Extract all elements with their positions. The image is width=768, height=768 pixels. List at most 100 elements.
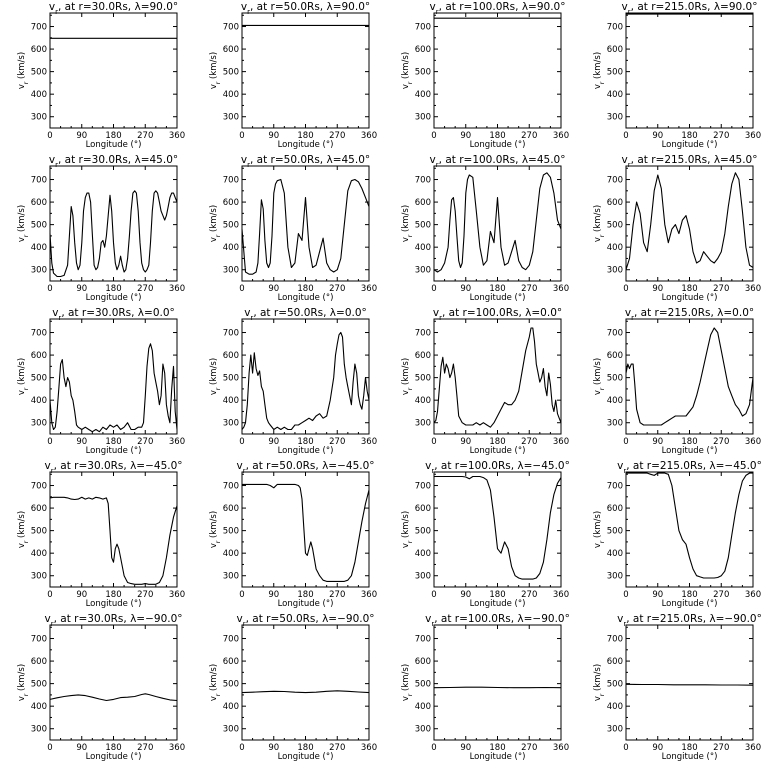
y-tick-label: 500 — [223, 374, 239, 384]
chart-panel: vr, at r=50.0Rs, λ=−45.0° 0 90 180 270 360 300… — [192, 459, 384, 612]
y-tick-label: 400 — [31, 396, 47, 406]
y-axis-label: vr (km/s) — [593, 358, 606, 395]
title-v: v — [49, 154, 55, 166]
x-tick-label: 0 — [239, 590, 244, 600]
title-rest: , at r=30.0Rs, λ=45.0° — [58, 154, 178, 166]
chart-svg: vr, at r=30.0Rs, λ=45.0°0 90 180 270 3603004… — [17, 154, 185, 303]
y-tick-label: 700 — [223, 482, 239, 492]
x-tick-label: 360 — [553, 743, 569, 753]
y-tick-label: 300 — [607, 725, 623, 735]
y-tick-label: 600 — [223, 657, 239, 667]
x-tick-label: 90 — [460, 743, 471, 753]
x-axis-label: Longitude (°) — [86, 140, 142, 150]
x-tick-label: 360 — [745, 743, 761, 753]
chart-svg: vr, at r=50.0Rs, λ=0.0°0 90 180 270 36030040… — [209, 307, 377, 456]
x-tick-label: 270 — [329, 131, 345, 141]
y-label-v: v — [209, 390, 219, 395]
y-tick-label: 400 — [415, 702, 431, 712]
y-label-unit: (km/s) — [593, 358, 603, 388]
title-v: v — [622, 1, 628, 13]
chart-panel: vr, at r=30.0Rs, λ=45.0° 0 90 180 270 360 300 4… — [0, 153, 192, 306]
y-tick-label: 400 — [31, 243, 47, 253]
y-axis-label: vr (km/s) — [593, 205, 606, 242]
x-tick-label: 0 — [239, 131, 244, 141]
x-tick-label: 90 — [460, 284, 471, 294]
y-label-sub: r — [23, 81, 30, 84]
x-tick-label: 90 — [460, 131, 471, 141]
y-tick-label: 400 — [223, 243, 239, 253]
y-axis-label: vr (km/s) — [593, 511, 606, 548]
chart-title: vr, at r=50.0Rs, λ=−90.0° — [236, 613, 374, 628]
y-label-unit: (km/s) — [593, 205, 603, 235]
chart-panel: vr, at r=100.0Rs, λ=−90.0° 0 90 180 270 360 30… — [384, 612, 576, 765]
y-tick-label: 500 — [223, 527, 239, 537]
title-rest: , at r=30.0Rs, λ=90.0° — [58, 1, 178, 13]
x-axis-label: Longitude (°) — [662, 599, 718, 609]
y-label-v: v — [17, 237, 27, 242]
y-axis-label: vr (km/s) — [401, 664, 414, 701]
title-v: v — [622, 154, 628, 166]
plot-frame — [241, 12, 370, 129]
title-v: v — [617, 613, 623, 625]
x-tick-label: 0 — [431, 590, 436, 600]
y-label-sub: r — [407, 81, 414, 84]
plot-frame — [241, 318, 370, 435]
plot-frame — [625, 624, 754, 741]
x-tick-label: 270 — [713, 131, 729, 141]
y-tick-label: 300 — [31, 725, 47, 735]
chart-svg: vr, at r=30.0Rs, λ=−90.0°0 90 180 270 360300… — [17, 613, 185, 762]
y-label-v: v — [593, 84, 603, 89]
title-rest: , at r=215.0Rs, λ=90.0° — [631, 1, 758, 13]
y-axis-label: vr (km/s) — [209, 511, 222, 548]
y-axis-label: vr (km/s) — [209, 205, 222, 242]
y-label-sub: r — [215, 234, 222, 237]
chart-title: vr, at r=30.0Rs, λ=45.0° — [49, 154, 178, 169]
y-label-unit: (km/s) — [401, 52, 411, 82]
y-tick-label: 700 — [607, 482, 623, 492]
y-axis-label: vr (km/s) — [401, 358, 414, 395]
y-label-v: v — [401, 390, 411, 395]
y-tick-label: 300 — [607, 113, 623, 123]
title-sub: r — [439, 314, 442, 322]
x-tick-label: 180 — [489, 131, 505, 141]
title-rest: , at r=50.0Rs, λ=45.0° — [250, 154, 370, 166]
y-axis-label: vr (km/s) — [209, 52, 222, 89]
y-tick-label: 400 — [223, 90, 239, 100]
x-tick-label: 90 — [268, 131, 279, 141]
x-tick-label: 0 — [239, 437, 244, 447]
y-tick-label: 700 — [223, 329, 239, 339]
y-tick-label: 700 — [415, 635, 431, 645]
y-tick-label: 400 — [415, 243, 431, 253]
title-v: v — [52, 307, 58, 319]
y-label-v: v — [593, 543, 603, 548]
plot-frame — [49, 318, 178, 435]
x-tick-label: 90 — [76, 743, 87, 753]
chart-panel: vr, at r=100.0Rs, λ=−45.0° 0 90 180 270 360 30… — [384, 459, 576, 612]
y-label-v: v — [593, 696, 603, 701]
series-line — [433, 327, 562, 428]
y-tick-label: 600 — [415, 657, 431, 667]
plot-frame — [49, 471, 178, 588]
series-line — [49, 693, 178, 702]
x-tick-label: 90 — [652, 131, 663, 141]
title-rest: , at r=30.0Rs, λ=−45.0° — [54, 460, 183, 472]
y-axis-label: vr (km/s) — [401, 205, 414, 242]
title-v: v — [241, 154, 247, 166]
chart-svg: vr, at r=100.0Rs, λ=0.0°0 90 180 270 3603004… — [401, 307, 569, 456]
y-label-v: v — [593, 237, 603, 242]
y-label-unit: (km/s) — [401, 205, 411, 235]
y-label-unit: (km/s) — [209, 358, 219, 388]
title-v: v — [236, 460, 242, 472]
plot-frame — [625, 165, 754, 282]
title-sub: r — [628, 161, 631, 169]
chart-title: vr, at r=30.0Rs, λ=0.0° — [52, 307, 175, 322]
y-tick-label: 500 — [31, 68, 47, 78]
y-label-unit: (km/s) — [593, 511, 603, 541]
title-v: v — [425, 460, 431, 472]
x-tick-label: 360 — [745, 590, 761, 600]
y-tick-label: 600 — [223, 351, 239, 361]
x-axis-label: Longitude (°) — [470, 140, 526, 150]
y-tick-label: 600 — [31, 45, 47, 55]
y-label-sub: r — [23, 693, 30, 696]
x-axis-label: Longitude (°) — [470, 752, 526, 762]
